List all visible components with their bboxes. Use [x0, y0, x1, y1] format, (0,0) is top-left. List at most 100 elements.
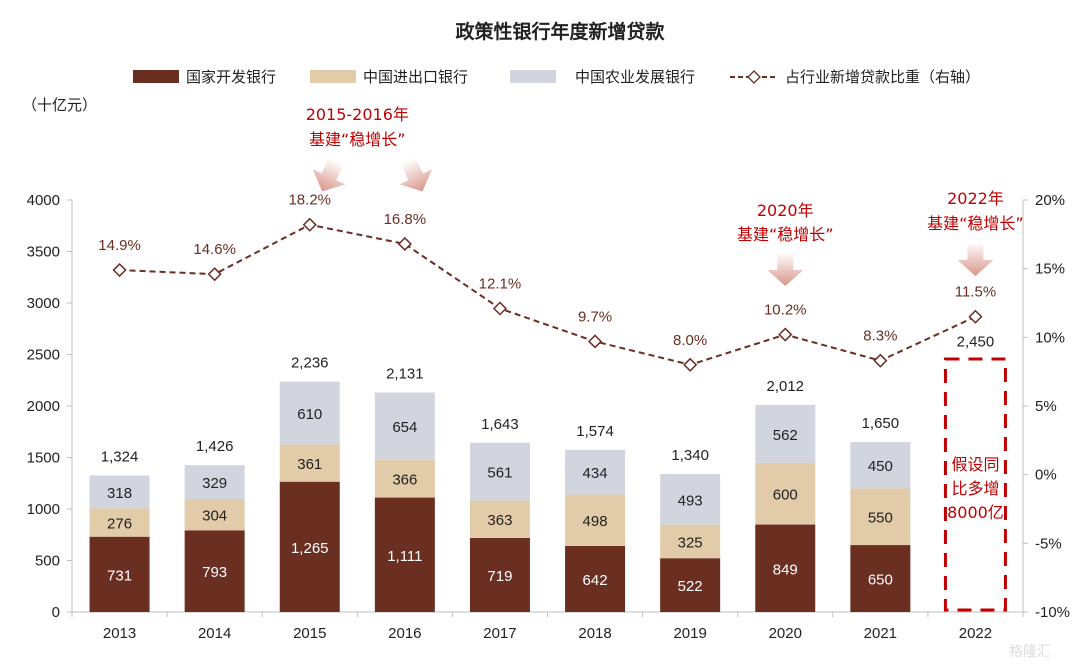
bar-adbc-label: 434 — [583, 465, 608, 482]
bar-exim — [184, 499, 245, 531]
annotation-subtitle: 基建“稳增长” — [737, 225, 834, 244]
bar-exim-label: 363 — [487, 512, 512, 529]
total-label: 1,643 — [481, 416, 519, 433]
watermark: 格隆汇 — [1009, 644, 1051, 660]
ratio-label: 8.0% — [673, 332, 707, 349]
bar-exim-label: 304 — [202, 508, 227, 525]
ratio-marker — [112, 262, 127, 278]
bar-exim — [469, 500, 530, 538]
bar-adbc-label: 654 — [392, 419, 417, 436]
legend-label-exim: 中国进出口银行 — [363, 68, 468, 86]
legend: 国家开发银行 中国进出口银行 中国农业发展银行 占行业新增贷款比重（右轴） — [133, 68, 980, 86]
y2-tick-label: -5% — [1035, 535, 1062, 552]
down-arrow-icon — [399, 157, 433, 192]
x-tick-label: 2022 — [959, 625, 992, 642]
y-tick-label: 0 — [52, 604, 60, 621]
bar-cdb — [850, 545, 911, 612]
ratio-marker — [873, 353, 888, 368]
bar-exim — [660, 524, 721, 559]
bar-cdb-label: 849 — [773, 561, 798, 578]
bar-cdb — [660, 558, 721, 612]
legend-label-adbc: 中国农业发展银行 — [575, 68, 695, 86]
bar-adbc — [850, 442, 911, 489]
bar-exim — [279, 444, 340, 482]
total-label: 1,650 — [862, 415, 900, 432]
ratio-label: 14.9% — [98, 237, 141, 254]
arrow-shape — [399, 157, 433, 192]
bar-cdb-label: 642 — [583, 572, 608, 589]
ratio-line: 14.9% 14.6% 18.2% 16.8% 12.1% 9.7% 8.0% 10.2% 8.… — [98, 192, 996, 372]
arrow-shape — [312, 157, 346, 192]
y-tick-label: 4000 — [27, 192, 60, 209]
bar-cdb-label: 1,265 — [291, 540, 329, 557]
y-tick-label: 1000 — [27, 501, 60, 518]
bar-exim — [755, 462, 816, 525]
total-label: 2,450 — [957, 334, 995, 351]
total-label: 2,012 — [766, 378, 804, 395]
y2-tick-label: 20% — [1035, 192, 1065, 209]
bar-exim — [374, 459, 435, 498]
bar-cdb — [374, 497, 435, 612]
bar-adbc-label: 493 — [678, 492, 703, 509]
bar-adbc-label: 561 — [487, 465, 512, 482]
bar-cdb — [469, 537, 530, 612]
x-tick-label: 2018 — [578, 625, 611, 642]
bar-cdb — [755, 524, 816, 612]
ratio-label: 11.5% — [955, 284, 996, 301]
ratio-marker — [207, 267, 222, 282]
axes: 0 500 1000 1500 2000 2500 3000 3500 4000 -10% -5% 0… — [27, 192, 1070, 642]
ratio-marker — [968, 309, 983, 324]
legend-swatch-cdb — [133, 70, 179, 83]
bar-exim — [565, 494, 626, 546]
bar-adbc-label: 329 — [202, 475, 227, 492]
ratio-marker — [778, 327, 793, 342]
ratio-marker — [302, 217, 317, 232]
bar-adbc — [469, 442, 530, 501]
bar-exim-label: 600 — [773, 487, 798, 504]
y2-tick-label: 0% — [1035, 467, 1057, 484]
x-tick-label: 2020 — [769, 625, 802, 642]
bar-adbc — [279, 381, 340, 445]
down-arrow-icon — [957, 242, 994, 276]
assumption-text: 比多增 — [951, 479, 999, 498]
bar-exim-label: 366 — [392, 472, 417, 489]
total-label: 1,574 — [576, 423, 614, 440]
annotations: 2015-2016年基建“稳增长”2020年基建“稳增长”2022年基建“稳增长… — [306, 105, 1024, 612]
bar-cdb — [89, 536, 150, 612]
bar-cdb — [279, 481, 340, 612]
y-tick-label: 2500 — [27, 347, 60, 364]
bar-adbc-label: 318 — [107, 485, 132, 502]
bar-exim — [89, 508, 150, 537]
arrow-shape — [957, 242, 994, 276]
assumption-box — [943, 357, 1007, 612]
bar-exim-label: 550 — [868, 510, 893, 527]
y2-tick-label: 10% — [1035, 329, 1065, 346]
bar-cdb-label: 719 — [487, 568, 512, 585]
arrow-shape — [767, 252, 804, 286]
down-arrow-icon — [312, 157, 346, 192]
y-tick-label: 2000 — [27, 398, 60, 415]
legend-swatch-adbc — [510, 70, 556, 83]
x-tick-label: 2016 — [388, 625, 421, 642]
x-tick-label: 2021 — [864, 625, 897, 642]
x-tick-label: 2019 — [673, 625, 706, 642]
ratio-label: 14.6% — [193, 241, 236, 258]
bar-cdb-label: 793 — [202, 564, 227, 581]
assumption-text: 假设同 — [951, 455, 999, 474]
y-tick-label: 1500 — [27, 450, 60, 467]
assumption-text: 8000亿 — [947, 503, 1004, 522]
legend-marker-ratio — [747, 70, 761, 84]
bar-adbc — [755, 404, 816, 463]
annotation-subtitle: 基建“稳增长” — [309, 130, 406, 149]
bar-cdb-label: 1,111 — [387, 548, 422, 565]
ratio-marker — [683, 357, 698, 372]
total-label: 1,324 — [101, 449, 139, 466]
x-tick-label: 2015 — [293, 625, 326, 642]
bar-cdb-label: 522 — [678, 578, 703, 595]
ratio-label: 8.3% — [863, 328, 897, 345]
x-tick-label: 2013 — [103, 625, 136, 642]
bar-adbc — [184, 465, 245, 500]
ratio-marker — [397, 236, 412, 252]
bar-cdb — [184, 530, 245, 612]
